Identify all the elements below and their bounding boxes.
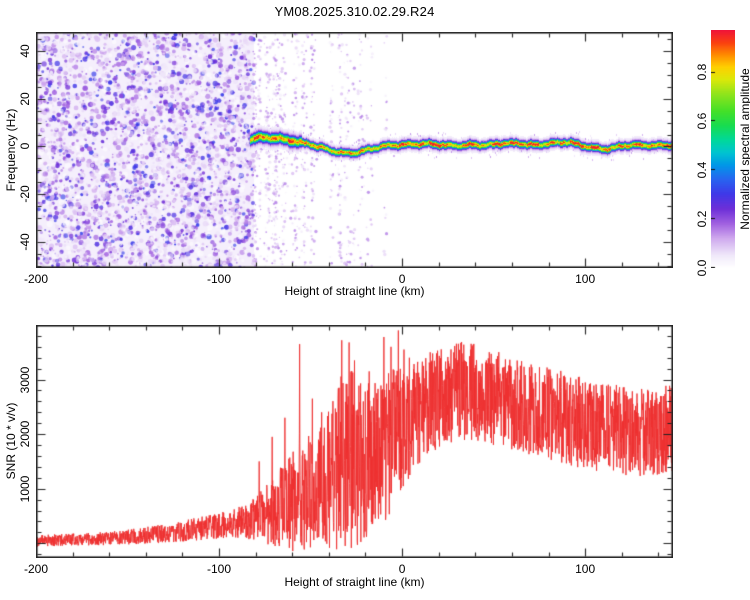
spectrogram-canvas (36, 32, 673, 268)
top-x-axis-label: Height of straight line (km) (284, 284, 425, 298)
bottom-x-axis-label: Height of straight line (km) (284, 575, 425, 589)
colorbar-label: Normalized spectral amplitude (738, 68, 750, 230)
colorbar-tick-label: 0.6 (695, 112, 709, 130)
colorbar-tick-label: 0.8 (695, 63, 709, 81)
x-tick-label: -100 (207, 272, 232, 286)
y-tick-label: 0 (18, 143, 32, 150)
colorbar-tick-label: 0.2 (695, 210, 709, 228)
figure-title: YM08.2025.310.02.29.R24 (274, 4, 435, 19)
y-tick-label: 1000 (18, 475, 32, 503)
x-tick-label: 100 (575, 272, 596, 286)
x-tick-label: -200 (23, 272, 49, 286)
y-tick-label: 40 (18, 44, 32, 58)
y-tick-label: 2000 (18, 420, 32, 448)
x-tick-label: -100 (207, 562, 232, 576)
y-tick-label: -20 (18, 185, 32, 203)
colorbar-tick-label: 0.4 (695, 161, 709, 179)
x-tick-label: 100 (575, 562, 596, 576)
y-tick-label: -40 (18, 233, 32, 251)
top-y-axis-label: Frequency (Hz) (4, 108, 18, 192)
colorbar-canvas (711, 30, 735, 268)
bottom-y-axis-label: SNR (10 * v/v) (4, 402, 18, 480)
y-tick-label: 20 (18, 92, 32, 106)
y-tick-label: 3000 (18, 366, 32, 393)
colorbar-tick-label: 0.0 (695, 259, 709, 277)
x-tick-label: 0 (398, 272, 406, 286)
snr-canvas (36, 325, 673, 558)
x-tick-label: 0 (398, 562, 406, 576)
x-tick-label: -200 (23, 562, 49, 576)
